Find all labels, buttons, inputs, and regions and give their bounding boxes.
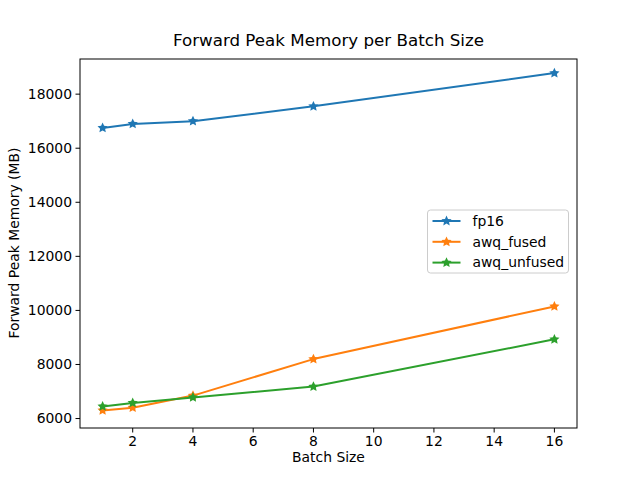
y-tick-label: 16000 — [28, 140, 72, 156]
x-tick-label: 10 — [365, 433, 383, 449]
legend-label-fp16: fp16 — [473, 213, 504, 229]
x-tick-label: 4 — [189, 433, 198, 449]
x-tick-label: 14 — [485, 433, 503, 449]
y-tick-label: 18000 — [28, 86, 72, 102]
x-tick-label: 8 — [309, 433, 318, 449]
y-tick-label: 10000 — [28, 302, 72, 318]
x-tick-label: 16 — [546, 433, 564, 449]
x-axis-label: Batch Size — [292, 449, 365, 465]
x-tick-label: 6 — [249, 433, 258, 449]
x-tick-label: 12 — [425, 433, 443, 449]
chart-figure: 2 4 6 8 10 12 14 16 6000 8000 10000 12000 14000 16000… — [0, 0, 640, 480]
y-tick-label: 6000 — [37, 410, 72, 426]
line-chart: 2 4 6 8 10 12 14 16 6000 8000 10000 12000 14000 16000… — [0, 0, 640, 480]
x-tick-label: 2 — [128, 433, 137, 449]
y-tick-label: 12000 — [28, 248, 72, 264]
legend-label-awq_unfused: awq_unfused — [473, 254, 565, 270]
y-tick-label: 8000 — [37, 356, 72, 372]
y-tick-label: 14000 — [28, 194, 72, 210]
legend-label-awq_fused: awq_fused — [473, 234, 547, 250]
chart-title: Forward Peak Memory per Batch Size — [173, 30, 484, 50]
y-axis-label: Forward Peak Memory (MB) — [6, 148, 22, 339]
